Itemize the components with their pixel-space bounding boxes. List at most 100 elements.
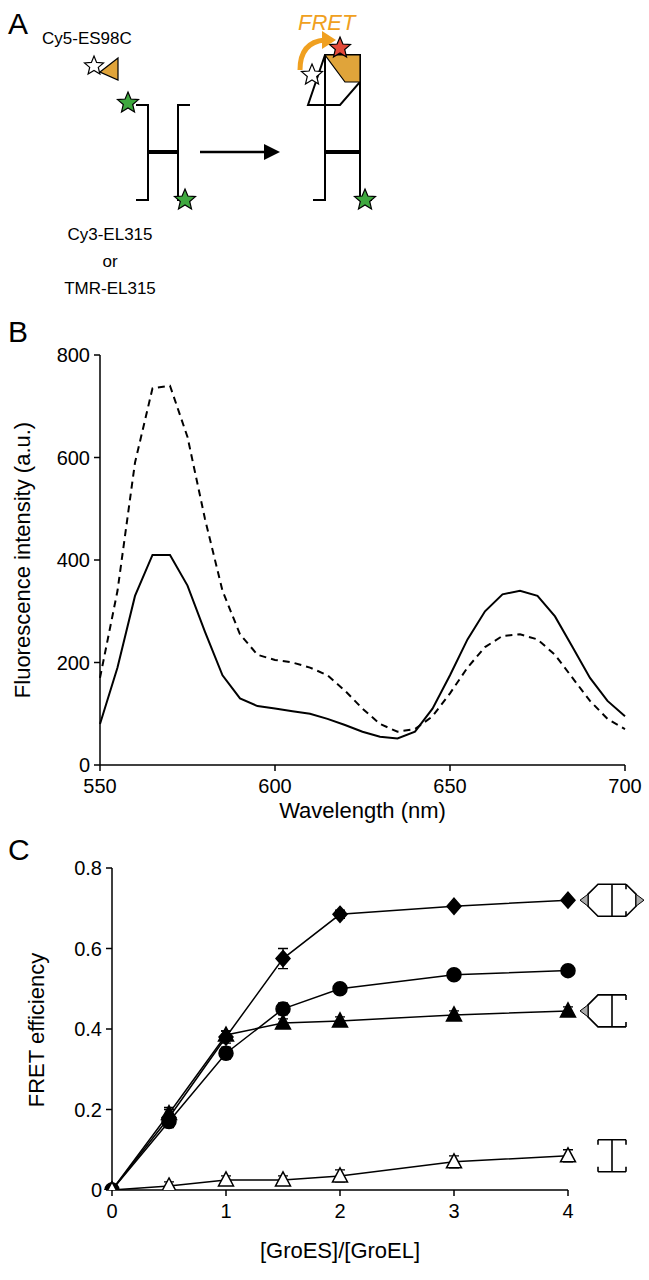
marker [561,1003,576,1017]
marker [447,968,461,982]
fret-label: FRET [298,10,357,35]
x-tick-label: 700 [608,775,641,797]
icon-body [598,1140,626,1172]
complex-icon [580,995,626,1027]
x-tick [274,765,276,771]
marker [561,892,575,908]
y-tick-label: 0.2 [74,1099,102,1121]
y-tick [94,457,100,459]
marker [333,982,347,996]
donor-label: TMR-EL315 [64,279,156,298]
groel-wall [325,55,360,152]
series-line [112,1156,568,1190]
x-tick [111,1190,113,1196]
y-tick [106,948,112,950]
dye-star [302,64,323,84]
x-tick [449,765,451,771]
dye-star [175,189,196,209]
y-tick-label: 400 [57,549,90,571]
plot-area [105,892,576,1190]
arrow [200,151,268,154]
y-tick [94,559,100,561]
panel-label: C [8,833,30,866]
donor-label: or [102,252,117,271]
y-tick [94,662,100,664]
plot-area [100,386,625,739]
marker [333,1168,348,1182]
groel-equator [148,150,178,154]
x-tick-label: 2 [334,1200,345,1222]
chart: B0200400600800550600650700Wavelength (nm… [8,315,642,823]
y-tick-label: 200 [57,652,90,674]
marker [105,1182,120,1190]
x-tick-label: 1 [220,1200,231,1222]
marker [333,1013,348,1027]
arrowhead [264,144,280,160]
x-tick-label: 650 [433,775,466,797]
fret-arrowhead [322,31,336,49]
marker [276,951,290,967]
dye-star [85,56,104,74]
x-tick [339,1190,341,1196]
icon-body [612,884,626,916]
x-axis [100,764,625,766]
y-tick-label: 0 [79,754,90,776]
x-tick-label: 600 [258,775,291,797]
x-tick-label: 550 [83,775,116,797]
dye-star [355,189,376,209]
dye-star [118,92,139,112]
acceptor-label: Cy5-ES98C [42,29,132,48]
marker [276,1015,291,1029]
y-axis-title: Fluorescence intensity (a.u.) [10,422,35,698]
groes-bound [325,55,360,82]
marker [561,964,575,978]
groel-equator [325,150,360,154]
complex-icon [580,884,644,916]
icon-equator [611,884,613,916]
x-tick-label: 4 [562,1200,573,1222]
y-tick-label: 0.6 [74,938,102,960]
marker [219,1027,234,1041]
marker [219,1172,234,1186]
x-tick-label: 3 [448,1200,459,1222]
series-line [112,1011,568,1190]
series-line [100,386,625,732]
y-tick [106,1109,112,1111]
icon-groes [580,894,588,906]
marker [447,1154,462,1168]
x-axis-title: Wavelength (nm) [279,798,446,823]
x-tick [99,765,101,771]
y-tick [94,354,100,356]
groel-wall [178,105,190,200]
y-tick-label: 600 [57,447,90,469]
marker [162,1106,177,1120]
icon-equator [611,995,613,1027]
icon-equator [611,1140,613,1172]
fret-arrow [300,40,325,70]
y-tick-label: 0.8 [74,857,102,879]
icon-body [588,884,612,916]
y-tick-label: 800 [57,344,90,366]
groes [100,58,118,80]
panel-label: A [8,7,28,40]
x-axis-title: [GroES]/[GroEL] [260,1238,420,1263]
marker [105,1182,120,1190]
donor-label: Cy3-EL315 [67,225,152,244]
y-tick-label: 0 [91,1179,102,1201]
series-line [112,900,568,1190]
x-tick-label: 0 [106,1200,117,1222]
icon-body [588,995,612,1027]
x-tick [567,1190,569,1196]
marker [447,1007,462,1021]
marker [447,898,461,914]
chart: C00.20.40.60.801234[GroES]/[GroEL]FRET e… [8,833,644,1263]
series-line [112,971,568,1190]
marker [561,1148,576,1162]
marker [276,1172,291,1186]
y-tick [106,867,112,869]
y-tick [94,764,100,766]
marker [162,1178,177,1190]
x-tick [225,1190,227,1196]
series-line [100,555,625,739]
y-axis-title: FRET efficiency [24,953,49,1107]
